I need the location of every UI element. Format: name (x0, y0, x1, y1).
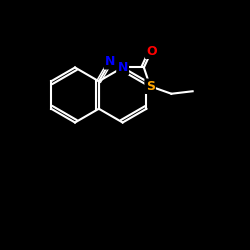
Text: O: O (146, 45, 157, 58)
Text: S: S (146, 80, 155, 93)
Text: N: N (105, 55, 115, 68)
Text: N: N (118, 61, 128, 74)
